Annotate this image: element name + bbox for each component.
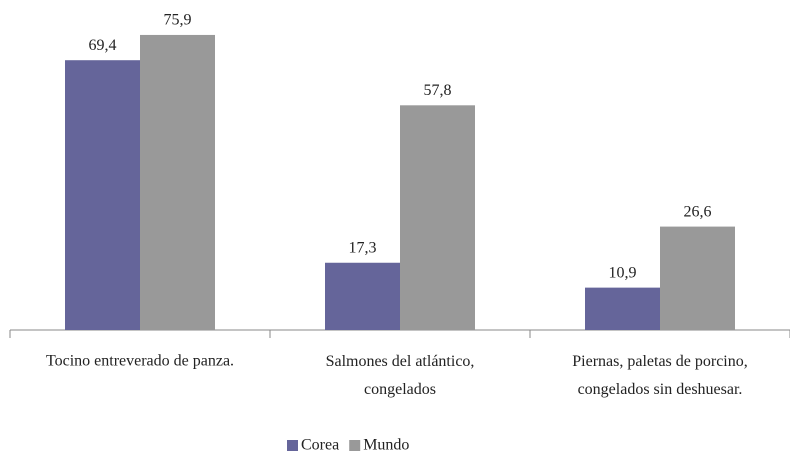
bar [65, 60, 140, 331]
data-label: 75,9 [164, 12, 192, 29]
data-label: 10,9 [609, 264, 637, 281]
data-label: 57,8 [424, 82, 452, 99]
bar [140, 34, 215, 330]
bar [325, 262, 400, 330]
data-label: 26,6 [684, 203, 712, 220]
legend-label: Corea [301, 437, 339, 454]
bar [660, 226, 735, 330]
bar [400, 105, 475, 331]
bar [585, 287, 660, 330]
x-tick-label: Salmones del atlántico, congelados [326, 353, 475, 398]
legend-label: Mundo [363, 437, 409, 454]
data-label: 17,3 [349, 239, 377, 256]
legend-swatch [349, 440, 361, 451]
legend-swatch [287, 440, 298, 451]
x-tick-label: Tocino entreverado de panza. [46, 353, 234, 370]
data-label: 69,4 [89, 37, 117, 54]
x-tick-label: Piernas, paletas de porcino, congelados s… [572, 353, 748, 398]
